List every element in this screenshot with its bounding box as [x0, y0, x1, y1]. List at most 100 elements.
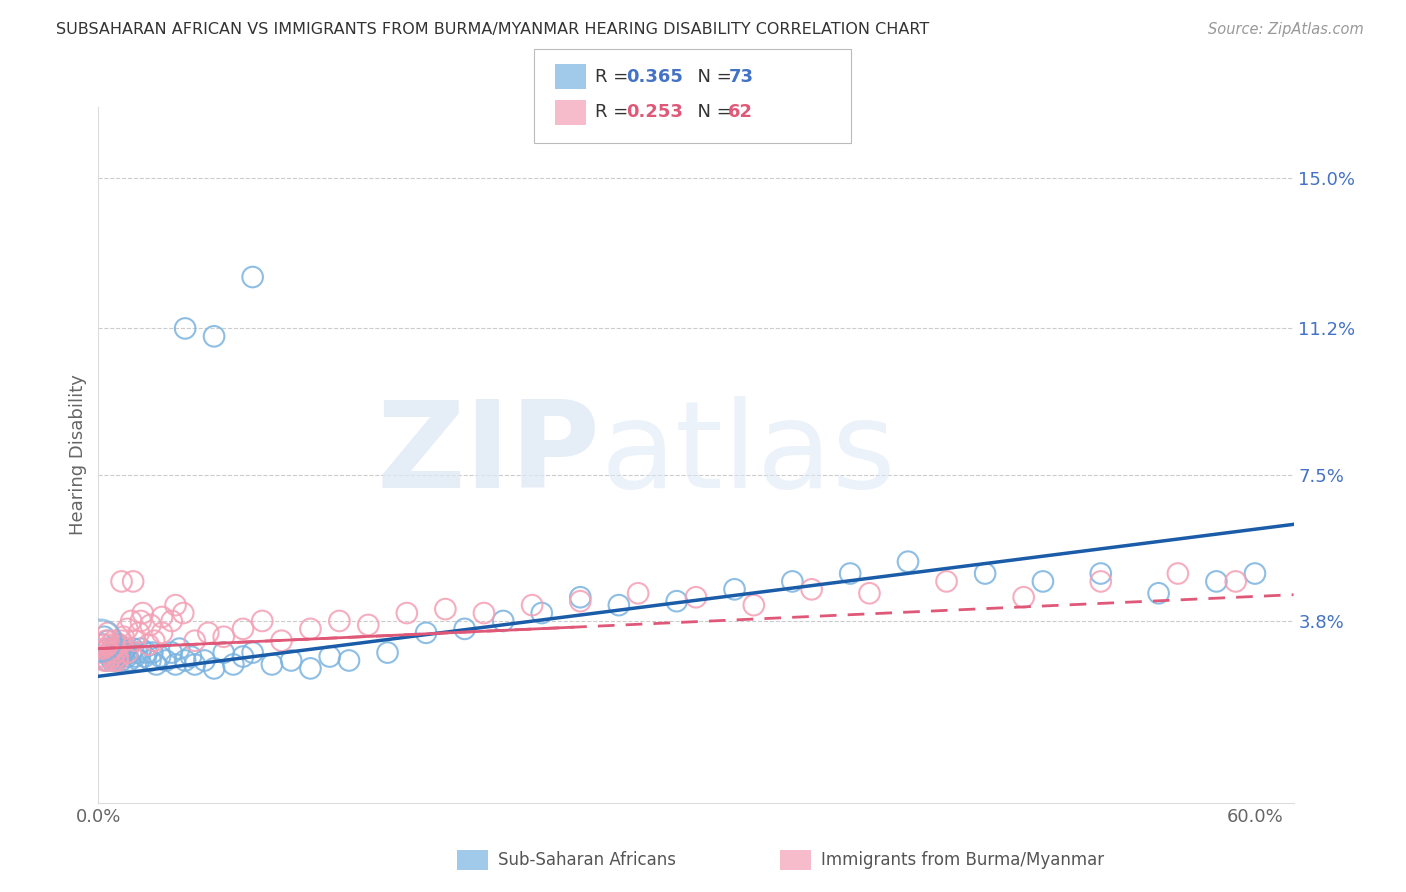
Point: [169, 641, 191, 656]
Point: [98, 649, 121, 664]
Point: [520, 598, 543, 612]
Text: R =: R =: [595, 68, 634, 86]
Point: [1090, 574, 1112, 589]
Point: [143, 633, 166, 648]
Point: [252, 614, 274, 628]
Text: 62: 62: [728, 103, 754, 121]
Point: [160, 646, 183, 660]
Point: [107, 649, 129, 664]
Point: [94, 633, 117, 648]
Point: [193, 653, 215, 667]
Point: [89, 646, 111, 660]
Point: [93, 630, 115, 644]
Point: [110, 574, 132, 589]
Point: [132, 606, 155, 620]
Point: [472, 606, 495, 620]
Point: [299, 661, 322, 675]
Point: [1012, 591, 1035, 605]
Point: [357, 618, 380, 632]
Point: [800, 582, 823, 597]
Point: [117, 622, 139, 636]
Point: [212, 646, 235, 660]
Point: [93, 638, 115, 652]
Point: [492, 614, 515, 628]
Point: [125, 646, 148, 660]
Point: [337, 653, 360, 667]
Point: [97, 633, 120, 648]
Point: [110, 653, 132, 667]
Text: SUBSAHARAN AFRICAN VS IMMIGRANTS FROM BURMA/MYANMAR HEARING DISABILITY CORRELATI: SUBSAHARAN AFRICAN VS IMMIGRANTS FROM BU…: [56, 22, 929, 37]
Point: [145, 657, 167, 672]
Point: [108, 638, 131, 652]
Point: [110, 633, 132, 648]
Point: [135, 646, 157, 660]
Point: [91, 649, 114, 664]
Y-axis label: Hearing Disability: Hearing Disability: [69, 375, 87, 535]
Point: [101, 641, 124, 656]
Point: [260, 657, 283, 672]
Point: [270, 633, 292, 648]
Point: [94, 641, 117, 656]
Text: Immigrants from Burma/Myanmar: Immigrants from Burma/Myanmar: [821, 851, 1104, 869]
Point: [149, 649, 172, 664]
Point: [107, 653, 129, 667]
Point: [180, 649, 202, 664]
Point: [232, 622, 254, 636]
Point: [174, 653, 197, 667]
Point: [742, 598, 765, 612]
Text: Sub-Saharan Africans: Sub-Saharan Africans: [498, 851, 676, 869]
Point: [232, 649, 254, 664]
Point: [94, 653, 117, 667]
Text: R =: R =: [595, 103, 634, 121]
Point: [530, 606, 553, 620]
Point: [395, 606, 418, 620]
Point: [165, 657, 187, 672]
Point: [202, 661, 225, 675]
Point: [98, 638, 121, 652]
Point: [197, 625, 219, 640]
Point: [139, 618, 162, 632]
Point: [101, 653, 124, 667]
Point: [184, 657, 207, 672]
Text: ZIP: ZIP: [377, 396, 600, 514]
Point: [101, 649, 124, 664]
Point: [319, 649, 342, 664]
Point: [685, 591, 707, 605]
Point: [108, 641, 131, 656]
Point: [160, 614, 183, 628]
Point: [1225, 574, 1247, 589]
Point: [222, 657, 245, 672]
Point: [665, 594, 688, 608]
Point: [165, 598, 187, 612]
Point: [202, 329, 225, 343]
Point: [453, 622, 475, 636]
Point: [128, 625, 150, 640]
Point: [98, 646, 121, 660]
Text: 0.365: 0.365: [626, 68, 682, 86]
Point: [569, 591, 592, 605]
Point: [117, 649, 139, 664]
Point: [117, 646, 139, 660]
Point: [858, 586, 880, 600]
Point: [103, 646, 125, 660]
Point: [97, 641, 120, 656]
Point: [112, 630, 135, 644]
Point: [974, 566, 997, 581]
Point: [98, 646, 121, 660]
Point: [1032, 574, 1054, 589]
Point: [242, 646, 264, 660]
Point: [103, 633, 125, 648]
Point: [150, 625, 173, 640]
Text: 0.253: 0.253: [626, 103, 682, 121]
Point: [93, 653, 115, 667]
Text: atlas: atlas: [600, 396, 896, 514]
Point: [122, 574, 145, 589]
Point: [242, 270, 264, 285]
Point: [129, 614, 152, 628]
Point: [134, 649, 156, 664]
Point: [120, 646, 142, 660]
Text: N =: N =: [686, 68, 738, 86]
Point: [114, 641, 136, 656]
Text: 73: 73: [728, 68, 754, 86]
Point: [101, 641, 124, 656]
